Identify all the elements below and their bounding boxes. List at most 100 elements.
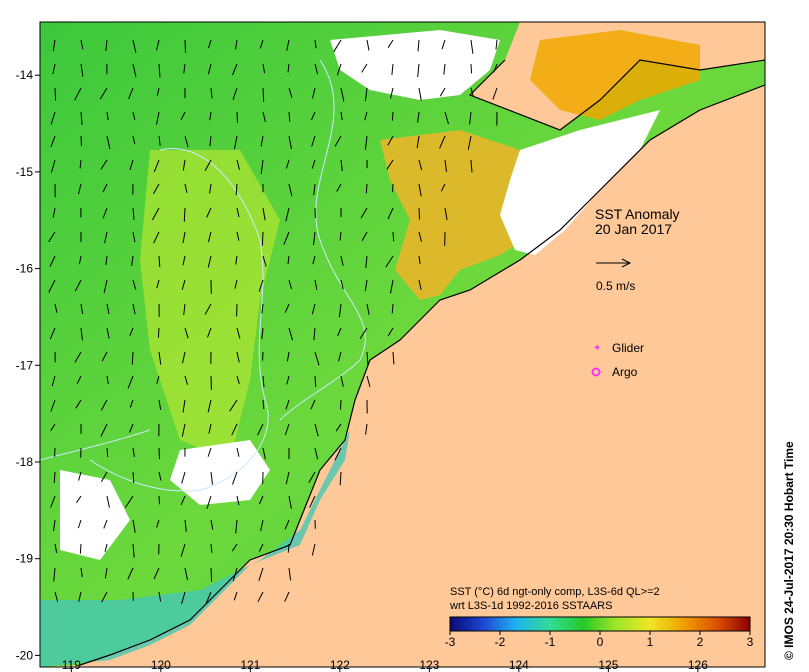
current-vector <box>366 39 370 51</box>
latitude-axis: -14 -15 -16 -17 -18 -19 -20 <box>16 68 40 662</box>
current-vector <box>387 207 394 220</box>
current-vector <box>310 111 316 121</box>
colorbar-tick-label: 3 <box>747 635 754 649</box>
current-vector <box>257 423 264 436</box>
lat-tick-label: -14 <box>16 68 34 82</box>
current-vector <box>127 567 134 580</box>
current-vector <box>158 135 161 146</box>
current-vector <box>311 303 316 315</box>
current-vector <box>156 39 160 51</box>
current-vector <box>152 183 160 195</box>
current-vector <box>106 111 109 121</box>
current-vector <box>259 39 264 49</box>
current-vector <box>204 303 212 315</box>
current-vector <box>365 423 368 435</box>
current-vector <box>334 135 342 147</box>
current-vector <box>258 543 264 552</box>
glider-marker: ✦ <box>593 343 601 354</box>
current-vector <box>156 519 160 528</box>
current-vector <box>337 327 342 336</box>
current-vector <box>132 447 135 457</box>
current-vector <box>262 375 265 388</box>
current-vector <box>260 519 264 532</box>
current-vector <box>54 543 58 553</box>
current-vector <box>158 399 162 410</box>
lat-tick-label: -16 <box>16 262 34 276</box>
current-vector <box>53 519 56 532</box>
current-vector <box>182 231 186 244</box>
current-vector <box>80 39 84 50</box>
current-vector <box>158 63 161 78</box>
current-vector <box>208 423 212 434</box>
current-vector <box>360 207 368 219</box>
current-vector <box>262 207 266 221</box>
current-vector <box>444 159 447 172</box>
current-vector <box>493 63 498 73</box>
current-vector <box>232 567 238 582</box>
current-vector <box>288 111 291 122</box>
current-vector <box>158 495 160 505</box>
current-vector <box>182 255 186 266</box>
current-vector <box>418 183 422 197</box>
current-vector <box>210 471 213 485</box>
current-vector <box>184 519 187 532</box>
current-vector <box>156 375 160 384</box>
current-vector <box>206 207 212 218</box>
current-vector <box>286 39 290 51</box>
current-vector <box>54 87 57 101</box>
depth-contour-outer <box>279 59 366 421</box>
current-vector <box>335 423 342 432</box>
current-vector <box>467 135 472 150</box>
current-vector <box>418 207 420 220</box>
current-vector <box>78 255 82 265</box>
current-vector <box>288 327 293 341</box>
current-vector <box>106 303 110 314</box>
current-vector <box>180 111 186 121</box>
current-vector <box>236 207 240 218</box>
current-vector <box>417 39 420 52</box>
current-vector <box>184 39 186 53</box>
current-vector <box>285 159 290 169</box>
lon-tick-label: 120 <box>151 658 171 672</box>
current-vector <box>314 447 319 460</box>
current-vector <box>334 447 342 461</box>
current-vector <box>229 399 238 412</box>
current-vectors <box>48 39 498 604</box>
current-vector <box>262 63 266 74</box>
current-vector <box>314 423 319 437</box>
current-vector <box>234 279 238 289</box>
current-vector <box>48 231 56 243</box>
current-vector <box>387 39 394 48</box>
current-vector <box>313 231 316 246</box>
current-vector <box>132 207 135 220</box>
current-vector <box>100 423 108 437</box>
current-vector <box>53 567 56 582</box>
current-vector <box>156 111 160 125</box>
current-vector <box>210 567 213 582</box>
current-vector <box>336 63 342 76</box>
colorbar-tick-label: -3 <box>445 635 456 649</box>
current-vector <box>182 159 186 171</box>
current-vector <box>99 87 108 100</box>
current-vector <box>418 255 421 264</box>
coastline <box>79 59 765 666</box>
current-vector <box>76 375 82 384</box>
current-vector <box>207 399 212 413</box>
current-vector <box>106 495 110 508</box>
current-vector <box>76 495 82 503</box>
current-vector <box>262 399 265 410</box>
current-vector <box>258 495 264 505</box>
current-vector <box>235 255 238 265</box>
current-vector <box>262 87 265 102</box>
current-vector <box>132 39 137 54</box>
current-vector <box>153 567 160 580</box>
current-vector <box>105 39 108 52</box>
current-vector <box>103 519 108 529</box>
current-vector <box>340 375 344 387</box>
lat-tick-label: -15 <box>16 165 34 179</box>
current-vector <box>54 591 59 602</box>
current-vector <box>102 207 108 219</box>
current-vector <box>104 543 108 552</box>
current-vector <box>132 519 136 533</box>
current-vector <box>106 135 111 150</box>
